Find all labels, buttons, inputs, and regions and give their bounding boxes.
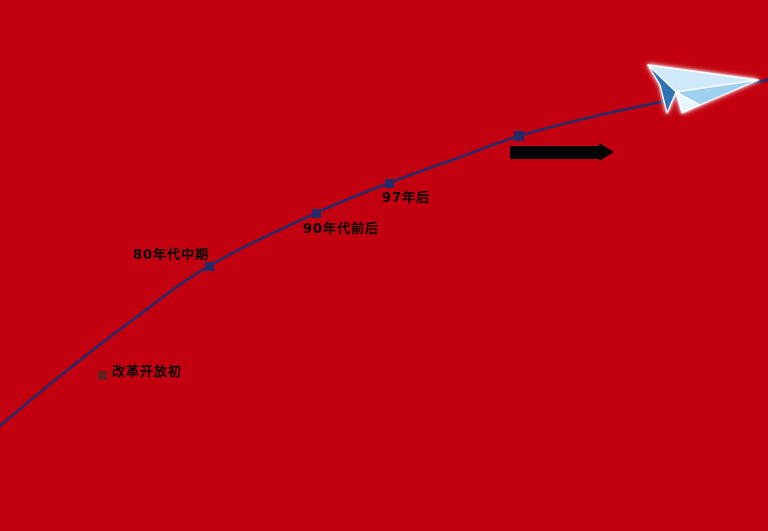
milestone-label-3: 97年后 xyxy=(382,191,431,206)
milestone-marker-1 xyxy=(204,261,214,271)
milestone-label-2: 90年代前后 xyxy=(303,222,380,237)
redacted-label-bar xyxy=(510,146,600,159)
milestone-marker-3 xyxy=(384,178,394,188)
milestone-marker-redacted xyxy=(514,131,524,141)
arrow-right-icon xyxy=(599,143,614,161)
milestone-marker-2 xyxy=(311,208,321,218)
milestone-label-1: 80年代中期 xyxy=(133,248,210,263)
milestone-label-0: 改革开放初 xyxy=(112,365,183,380)
paper-plane-keel xyxy=(675,91,701,114)
milestone-marker-0 xyxy=(97,370,107,380)
paper-plane-body xyxy=(647,64,677,114)
paper-plane-icon xyxy=(647,64,759,114)
